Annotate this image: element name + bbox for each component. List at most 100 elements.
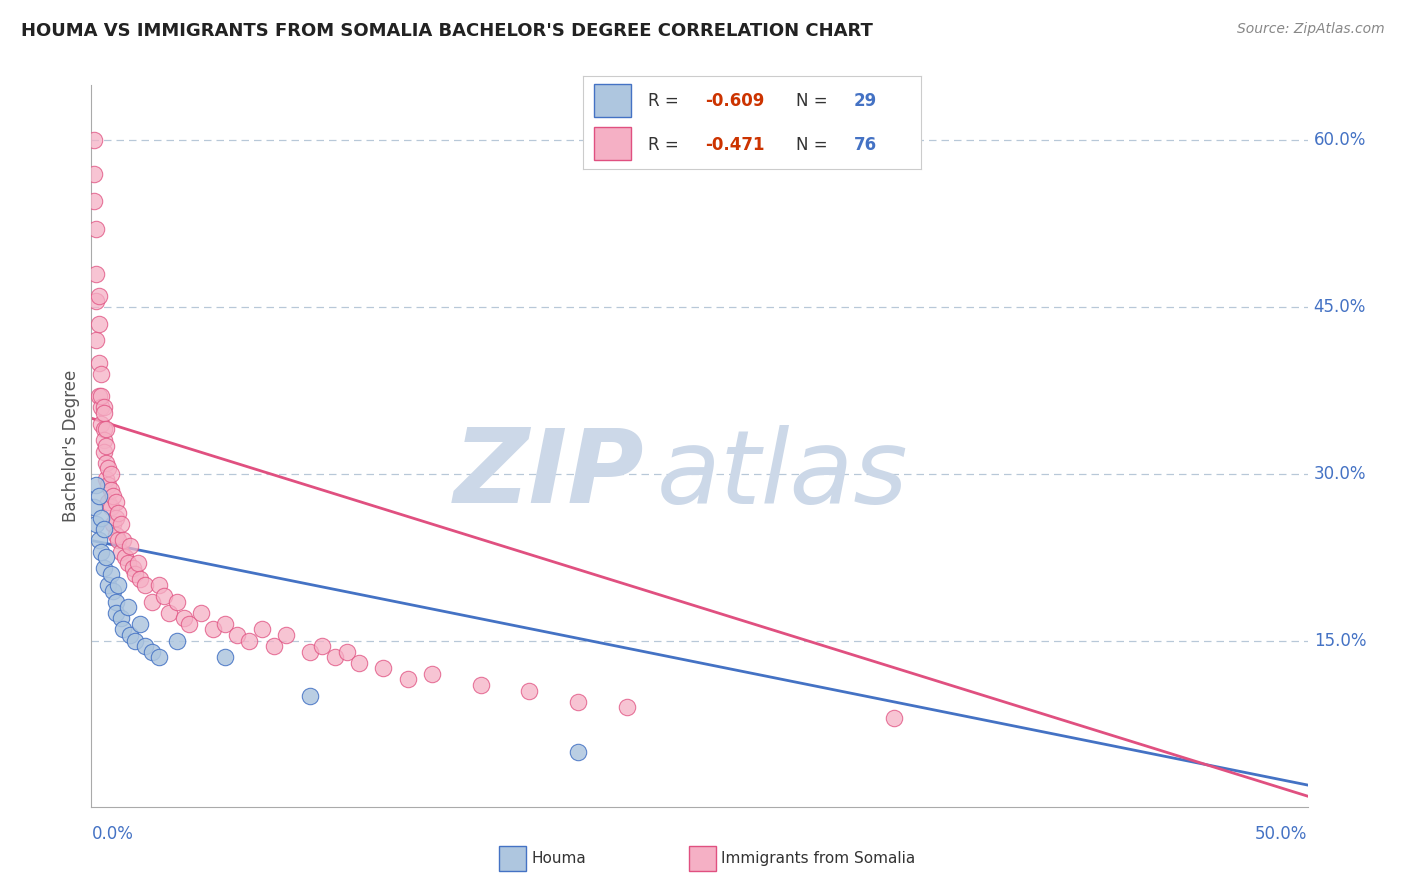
Point: [84, 294, 107, 309]
Point: [104, 528, 127, 542]
Text: 0.0%: 0.0%: [91, 825, 134, 843]
Point: [299, 689, 322, 703]
Text: -0.609: -0.609: [704, 92, 765, 110]
Point: [84, 478, 107, 492]
Point: [93, 400, 115, 414]
Point: [84, 516, 107, 531]
Text: Houma: Houma: [531, 851, 586, 865]
Text: 76: 76: [853, 136, 876, 153]
Text: 29: 29: [853, 92, 877, 110]
Point: [616, 700, 638, 714]
Text: Source: ZipAtlas.com: Source: ZipAtlas.com: [1237, 22, 1385, 37]
Point: [84, 267, 107, 281]
Point: [134, 578, 156, 592]
Point: [120, 539, 142, 553]
Point: [103, 489, 125, 503]
FancyBboxPatch shape: [593, 84, 631, 117]
Point: [90, 400, 112, 414]
Text: HOUMA VS IMMIGRANTS FROM SOMALIA BACHELOR'S DEGREE CORRELATION CHART: HOUMA VS IMMIGRANTS FROM SOMALIA BACHELO…: [21, 22, 873, 40]
Point: [100, 500, 122, 515]
Point: [87, 356, 110, 370]
Point: [190, 606, 212, 620]
Point: [177, 616, 200, 631]
Point: [100, 483, 122, 498]
Point: [299, 645, 322, 659]
Text: R =: R =: [648, 136, 678, 153]
Text: Immigrants from Somalia: Immigrants from Somalia: [721, 851, 915, 865]
Point: [94, 422, 117, 436]
Point: [93, 406, 115, 420]
Point: [97, 478, 120, 492]
Point: [83, 194, 105, 209]
Point: [129, 573, 152, 587]
Point: [124, 633, 146, 648]
Point: [103, 516, 125, 531]
Text: 15.0%: 15.0%: [1313, 632, 1367, 649]
Point: [117, 600, 139, 615]
Point: [373, 661, 395, 675]
Point: [97, 461, 120, 475]
Point: [120, 628, 142, 642]
Point: [94, 439, 117, 453]
Point: [214, 616, 236, 631]
Point: [87, 289, 110, 303]
Point: [214, 650, 236, 665]
Point: [87, 533, 110, 548]
Point: [90, 544, 112, 558]
Point: [84, 222, 107, 236]
Text: ZIP: ZIP: [454, 425, 645, 525]
Point: [567, 695, 589, 709]
Text: -0.471: -0.471: [704, 136, 765, 153]
Point: [104, 606, 127, 620]
Point: [110, 544, 132, 558]
Text: N =: N =: [796, 136, 828, 153]
Point: [93, 561, 115, 575]
Point: [94, 472, 117, 486]
Point: [104, 511, 127, 525]
Point: [97, 578, 120, 592]
Point: [117, 556, 139, 570]
Point: [84, 334, 107, 348]
Point: [97, 494, 120, 508]
Y-axis label: Bachelor's Degree: Bachelor's Degree: [62, 370, 80, 522]
Point: [141, 594, 163, 608]
Point: [83, 133, 105, 147]
Point: [121, 561, 143, 575]
Text: N =: N =: [796, 92, 828, 110]
Point: [93, 522, 115, 536]
Point: [90, 367, 112, 381]
Point: [107, 578, 129, 592]
Point: [83, 167, 105, 181]
Point: [104, 494, 127, 508]
Text: 60.0%: 60.0%: [1313, 131, 1367, 149]
Point: [226, 628, 249, 642]
Point: [470, 678, 492, 692]
Point: [90, 511, 112, 525]
Point: [103, 583, 125, 598]
Point: [124, 566, 146, 581]
Point: [93, 422, 115, 436]
Point: [166, 594, 188, 608]
Point: [420, 666, 443, 681]
Text: R =: R =: [648, 92, 678, 110]
Point: [311, 639, 333, 653]
Point: [336, 645, 359, 659]
Point: [396, 673, 419, 687]
Point: [93, 444, 115, 458]
Point: [94, 456, 117, 470]
Point: [202, 623, 225, 637]
Point: [517, 683, 540, 698]
Point: [323, 650, 346, 665]
Point: [83, 500, 105, 515]
Point: [567, 745, 589, 759]
Point: [90, 417, 112, 431]
Text: atlas: atlas: [657, 425, 908, 524]
Point: [110, 516, 132, 531]
Point: [111, 533, 134, 548]
Point: [263, 639, 285, 653]
Point: [250, 623, 273, 637]
Point: [129, 616, 152, 631]
FancyBboxPatch shape: [593, 128, 631, 160]
Point: [87, 317, 110, 331]
Point: [111, 623, 134, 637]
